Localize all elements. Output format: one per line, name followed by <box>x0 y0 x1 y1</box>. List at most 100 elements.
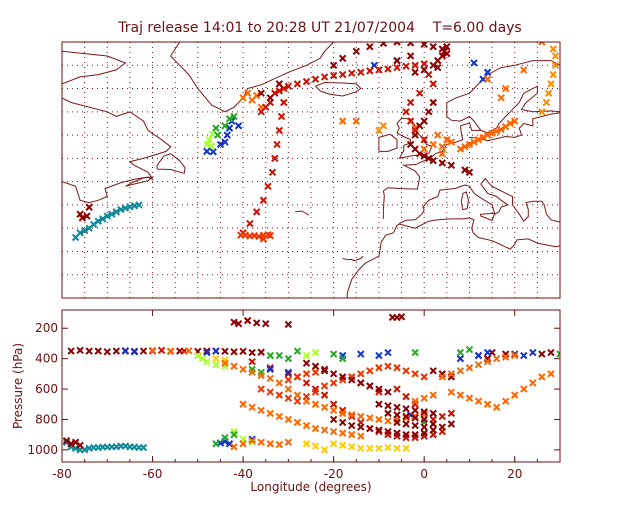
trajectory-point-marker <box>293 80 302 88</box>
map-trajectory-points <box>71 42 560 243</box>
pressure-point-marker <box>284 415 293 424</box>
trajectory-point-marker <box>205 136 213 144</box>
pressure-point-marker <box>411 397 419 405</box>
pressure-point-marker <box>483 400 492 408</box>
pressure-point-marker <box>384 362 392 370</box>
trajectory-point-marker <box>209 148 217 156</box>
pressure-point-marker <box>411 414 419 422</box>
pressure-point-marker <box>284 385 293 393</box>
pressure-point-marker <box>388 313 397 322</box>
pressure-point-marker <box>348 376 356 384</box>
coastline <box>480 85 560 134</box>
coastline <box>342 255 364 262</box>
pressure-point-marker <box>275 440 284 449</box>
pressure-point-marker <box>302 379 311 387</box>
trajectory-point-marker <box>461 143 469 151</box>
pressure-point-marker <box>393 385 401 393</box>
trajectory-point-marker <box>221 122 229 130</box>
pressure-point-marker <box>329 440 338 448</box>
pressure-point-marker <box>492 354 501 363</box>
trajectory-point-marker <box>366 42 374 51</box>
trajectory-point-marker <box>479 133 487 142</box>
trajectory-point-marker <box>379 42 388 48</box>
trajectory-point-marker <box>212 124 220 132</box>
pressure-point-marker <box>438 412 446 421</box>
trajectory-point-marker <box>429 140 437 149</box>
pressure-point-marker <box>257 385 265 393</box>
pressure-point-marker <box>311 362 320 370</box>
trajectory-point-marker <box>542 98 551 107</box>
pressure-point-marker <box>248 357 256 366</box>
pressure-point-marker <box>393 429 401 437</box>
pressure-point-marker <box>329 379 338 387</box>
pressure-point-marker <box>230 348 238 356</box>
coastline <box>560 224 586 246</box>
pressure-point-marker <box>357 379 365 387</box>
pressure-point-marker <box>420 415 428 424</box>
pressure-point-marker <box>447 409 456 418</box>
pressure-point-marker <box>397 313 406 321</box>
pressure-point-marker <box>266 440 274 448</box>
trajectory-point-marker <box>384 65 392 73</box>
pressure-point-marker <box>538 350 546 358</box>
pressure-point-marker <box>357 432 365 440</box>
pressure-point-marker <box>230 443 238 451</box>
trajectory-point-marker <box>443 42 451 51</box>
pressure-point-marker <box>275 391 284 399</box>
pressure-point-marker <box>293 418 302 427</box>
pressure-point-marker <box>520 385 528 393</box>
trajectory-point-marker <box>420 152 428 160</box>
pressure-point-marker <box>357 370 365 378</box>
x-tick-label: -80 <box>52 467 72 481</box>
pressure-point-marker <box>529 348 537 357</box>
pressure-trajectory-points <box>62 313 560 454</box>
trajectory-point-marker <box>415 122 424 130</box>
trajectory-point-marker <box>320 73 329 81</box>
pressure-point-marker <box>76 346 84 354</box>
pressure-point-marker <box>71 438 80 446</box>
y-tick-label: 200 <box>35 321 58 335</box>
trajectory-point-marker <box>76 210 84 218</box>
pressure-point-marker <box>302 359 311 367</box>
trajectory-point-marker <box>488 129 496 137</box>
pressure-point-marker <box>366 367 374 375</box>
pressure-point-marker <box>329 370 338 378</box>
pressure-point-marker <box>429 420 437 428</box>
pressure-point-marker <box>420 409 428 418</box>
pressure-point-marker <box>447 370 456 378</box>
trajectory-point-marker <box>273 140 281 149</box>
trajectory-point-marker <box>393 63 401 72</box>
pressure-point-marker <box>429 409 437 418</box>
trajectory-point-marker <box>203 147 211 156</box>
pressure-point-marker <box>393 411 401 419</box>
pressure-point-marker <box>266 388 274 396</box>
trajectory-point-marker <box>415 89 424 97</box>
pressure-point-marker <box>375 364 383 372</box>
trajectory-point-marker <box>461 166 469 174</box>
pressure-point-marker <box>456 354 465 363</box>
trajectory-point-marker <box>411 61 419 69</box>
coastline <box>62 97 172 204</box>
pressure-point-marker <box>266 409 274 418</box>
pressure-point-marker <box>366 414 374 422</box>
pressure-point-marker <box>366 444 374 453</box>
trajectory-point-marker <box>216 140 225 149</box>
y-tick-label: 800 <box>35 412 58 426</box>
trajectory-point-marker <box>284 82 293 90</box>
pressure-point-marker <box>234 319 243 328</box>
pressure-point-marker <box>266 365 274 373</box>
pressure-point-marker <box>248 437 256 445</box>
trajectory-point-marker <box>78 214 87 222</box>
trajectory-point-marker <box>357 68 365 76</box>
pressure-point-marker <box>293 373 302 381</box>
pressure-point-marker <box>348 430 356 439</box>
pressure-point-marker <box>239 400 247 408</box>
trajectory-point-marker <box>266 94 274 102</box>
pressure-point-marker <box>248 403 256 411</box>
pressure-point-marker <box>474 397 483 405</box>
pressure-point-marker <box>266 374 274 383</box>
trajectory-point-marker <box>329 61 338 69</box>
pressure-point-marker <box>112 347 121 355</box>
coastline <box>382 60 560 219</box>
pressure-point-marker <box>402 420 410 428</box>
